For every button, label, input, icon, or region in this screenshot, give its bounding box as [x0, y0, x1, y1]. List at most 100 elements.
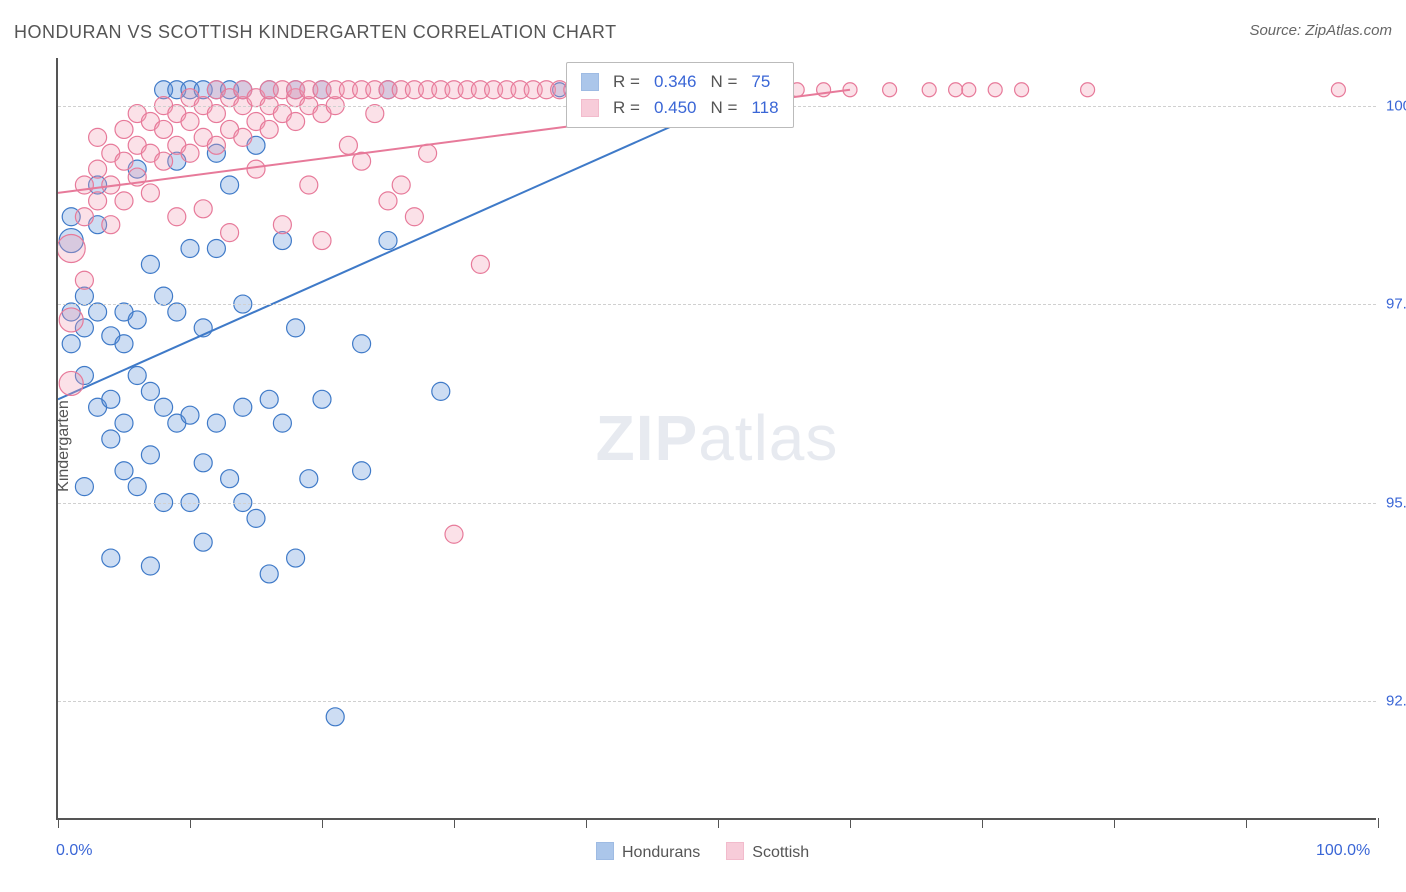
scatter-point-scottish: [287, 113, 305, 131]
scatter-point-hondurans: [313, 390, 331, 408]
x-tick: [322, 818, 323, 828]
stats-n-label: N =: [710, 69, 737, 95]
scatter-point-hondurans: [260, 565, 278, 583]
scatter-point-hondurans: [273, 414, 291, 432]
scatter-point-hondurans: [102, 549, 120, 567]
scatter-point-hondurans: [181, 240, 199, 258]
legend-label: Hondurans: [622, 844, 700, 861]
plot-svg: [58, 58, 1378, 820]
stats-r-label: R =: [613, 95, 640, 121]
scatter-point-scottish: [339, 136, 357, 154]
gridline-h: [58, 304, 1376, 305]
legend-swatch-scottish-icon: [581, 99, 599, 117]
scatter-point-hondurans: [115, 414, 133, 432]
scatter-point-hondurans: [353, 335, 371, 353]
x-tick: [982, 818, 983, 828]
scatter-point-hondurans: [141, 255, 159, 273]
x-tick: [586, 818, 587, 828]
scatter-point-hondurans: [194, 533, 212, 551]
scatter-point-scottish: [155, 120, 173, 138]
stats-row-hondurans: R =0.346N =75: [581, 69, 779, 95]
scatter-point-scottish: [75, 208, 93, 226]
scatter-point-scottish: [1015, 83, 1029, 97]
scatter-point-scottish: [194, 200, 212, 218]
scatter-point-hondurans: [62, 335, 80, 353]
scatter-point-hondurans: [141, 382, 159, 400]
scatter-point-hondurans: [128, 311, 146, 329]
scatter-point-hondurans: [260, 390, 278, 408]
scatter-point-scottish: [922, 83, 936, 97]
scatter-point-hondurans: [141, 557, 159, 575]
x-tick: [718, 818, 719, 828]
scatter-point-hondurans: [102, 390, 120, 408]
source-attribution: Source: ZipAtlas.com: [1249, 22, 1392, 39]
scatter-point-scottish: [988, 83, 1002, 97]
legend-label: Scottish: [752, 844, 809, 861]
gridline-h: [58, 701, 1376, 702]
scatter-point-scottish: [313, 232, 331, 250]
scatter-point-scottish: [115, 192, 133, 210]
scatter-point-scottish: [115, 120, 133, 138]
scatter-point-hondurans: [155, 287, 173, 305]
scatter-point-scottish: [181, 144, 199, 162]
scatter-point-scottish: [141, 184, 159, 202]
scatter-point-scottish: [181, 113, 199, 131]
scatter-point-hondurans: [287, 319, 305, 337]
chart-container: HONDURAN VS SCOTTISH KINDERGARTEN CORREL…: [0, 0, 1406, 892]
scatter-point-hondurans: [168, 303, 186, 321]
scatter-point-hondurans: [234, 398, 252, 416]
scatter-point-scottish: [379, 192, 397, 210]
x-tick: [190, 818, 191, 828]
scatter-point-hondurans: [287, 549, 305, 567]
scatter-point-scottish: [59, 308, 83, 332]
scatter-point-scottish: [234, 128, 252, 146]
stats-r-value: 0.346: [654, 69, 697, 95]
scatter-point-hondurans: [128, 478, 146, 496]
scatter-point-scottish: [366, 105, 384, 123]
x-tick: [58, 818, 59, 828]
scatter-point-hondurans: [194, 454, 212, 472]
scatter-point-hondurans: [102, 430, 120, 448]
stats-n-label: N =: [710, 95, 737, 121]
scatter-point-scottish: [419, 144, 437, 162]
stats-r-value: 0.450: [654, 95, 697, 121]
scatter-point-scottish: [59, 371, 83, 395]
scatter-point-scottish: [260, 120, 278, 138]
legend-item-scottish: Scottish: [726, 842, 809, 862]
y-tick-label: 95.0%: [1386, 494, 1406, 511]
scatter-point-hondurans: [379, 232, 397, 250]
scatter-point-scottish: [115, 152, 133, 170]
scatter-point-scottish: [75, 271, 93, 289]
scatter-point-scottish: [405, 208, 423, 226]
y-tick-label: 100.0%: [1386, 97, 1406, 114]
scatter-point-hondurans: [300, 470, 318, 488]
scatter-point-scottish: [102, 216, 120, 234]
stats-n-value: 118: [751, 95, 778, 121]
scatter-point-scottish: [247, 160, 265, 178]
scatter-point-scottish: [392, 176, 410, 194]
scatter-point-hondurans: [247, 509, 265, 527]
scatter-point-scottish: [89, 192, 107, 210]
scatter-point-hondurans: [115, 462, 133, 480]
x-tick: [850, 818, 851, 828]
legend-swatch-hondurans-icon: [581, 73, 599, 91]
scatter-point-scottish: [168, 208, 186, 226]
scatter-point-scottish: [273, 216, 291, 234]
scatter-point-scottish: [471, 255, 489, 273]
legend-swatch-scottish-icon: [726, 842, 744, 860]
scatter-point-scottish: [89, 160, 107, 178]
scatter-point-scottish: [89, 128, 107, 146]
scatter-point-scottish: [1331, 83, 1345, 97]
scatter-point-hondurans: [207, 240, 225, 258]
y-tick-label: 92.5%: [1386, 692, 1406, 709]
scatter-point-scottish: [155, 152, 173, 170]
legend-bottom: Hondurans Scottish: [596, 842, 809, 862]
legend-item-hondurans: Hondurans: [596, 842, 700, 862]
chart-title: HONDURAN VS SCOTTISH KINDERGARTEN CORREL…: [14, 22, 617, 43]
x-tick: [454, 818, 455, 828]
scatter-point-scottish: [883, 83, 897, 97]
scatter-point-hondurans: [432, 382, 450, 400]
scatter-point-scottish: [445, 525, 463, 543]
scatter-point-scottish: [1081, 83, 1095, 97]
scatter-point-scottish: [221, 224, 239, 242]
